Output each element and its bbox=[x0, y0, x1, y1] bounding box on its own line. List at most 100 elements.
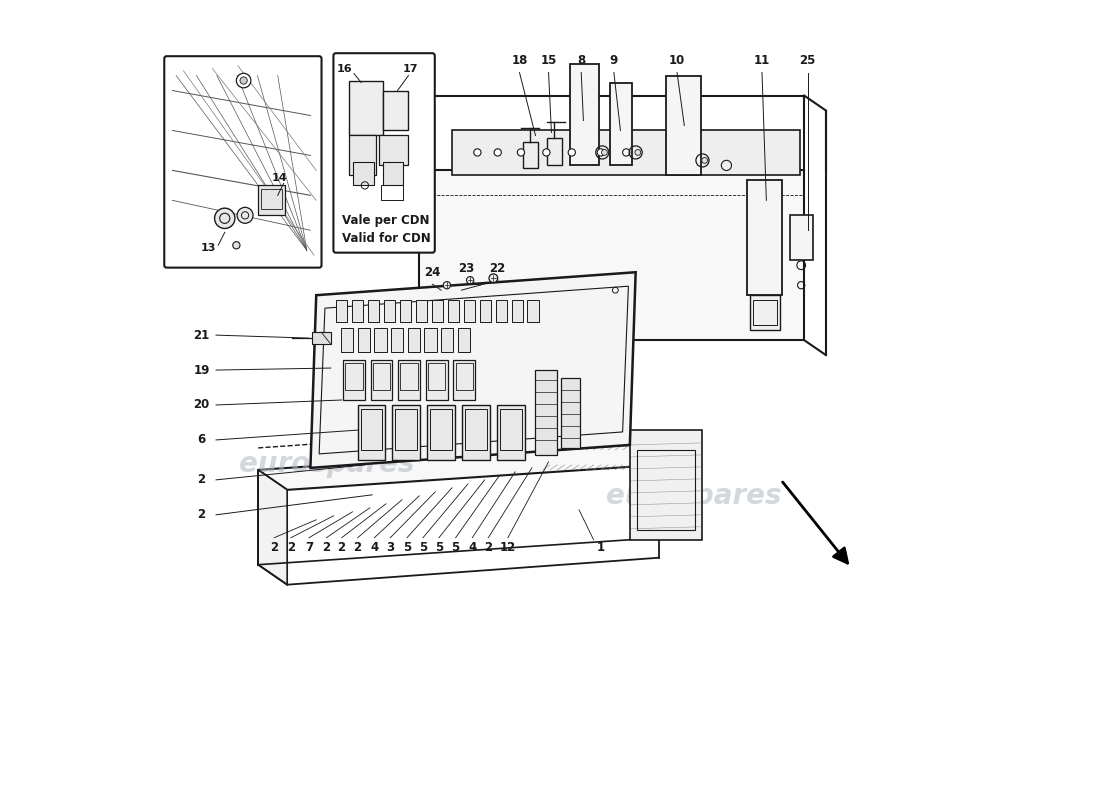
Text: 2: 2 bbox=[271, 542, 278, 554]
Circle shape bbox=[635, 150, 641, 155]
Text: 23: 23 bbox=[459, 262, 474, 274]
Circle shape bbox=[214, 208, 235, 229]
Text: 21: 21 bbox=[194, 329, 210, 342]
Text: 5: 5 bbox=[451, 542, 460, 554]
Circle shape bbox=[233, 242, 240, 249]
Bar bbox=[383, 162, 404, 186]
Text: 25: 25 bbox=[800, 54, 816, 67]
Text: 12: 12 bbox=[499, 542, 516, 554]
Text: eurospares: eurospares bbox=[606, 482, 781, 510]
Bar bbox=[349, 81, 383, 135]
Bar bbox=[393, 405, 420, 460]
Bar bbox=[400, 363, 418, 390]
Bar bbox=[547, 138, 562, 166]
Polygon shape bbox=[258, 445, 659, 490]
Circle shape bbox=[474, 149, 481, 156]
Bar bbox=[374, 328, 386, 352]
Circle shape bbox=[466, 277, 474, 284]
Bar bbox=[637, 450, 695, 530]
Text: 1: 1 bbox=[597, 542, 605, 554]
Polygon shape bbox=[310, 272, 636, 468]
Bar bbox=[528, 300, 539, 322]
Circle shape bbox=[494, 149, 502, 156]
Bar bbox=[390, 328, 404, 352]
Bar bbox=[524, 142, 538, 169]
Bar bbox=[425, 328, 437, 352]
Circle shape bbox=[517, 149, 525, 156]
Text: 19: 19 bbox=[194, 363, 210, 377]
Bar bbox=[499, 409, 521, 450]
Text: 24: 24 bbox=[425, 266, 441, 278]
Circle shape bbox=[597, 149, 605, 156]
Text: 8: 8 bbox=[578, 54, 585, 67]
FancyBboxPatch shape bbox=[164, 56, 321, 268]
Bar bbox=[358, 405, 385, 460]
Bar bbox=[258, 186, 285, 215]
Text: 7: 7 bbox=[305, 542, 314, 554]
Circle shape bbox=[542, 149, 550, 156]
Bar bbox=[395, 409, 417, 450]
Text: 6: 6 bbox=[197, 434, 206, 446]
Bar bbox=[610, 82, 632, 166]
Circle shape bbox=[490, 274, 497, 282]
Bar bbox=[790, 215, 813, 260]
Bar bbox=[458, 328, 470, 352]
Text: Valid for CDN: Valid for CDN bbox=[342, 232, 430, 245]
Bar bbox=[441, 328, 453, 352]
Bar bbox=[361, 409, 383, 450]
Bar bbox=[453, 360, 475, 400]
Text: Vale per CDN: Vale per CDN bbox=[342, 214, 429, 227]
Bar bbox=[448, 300, 459, 322]
Bar bbox=[536, 370, 558, 455]
Bar bbox=[416, 300, 427, 322]
Bar bbox=[312, 332, 331, 344]
Text: 20: 20 bbox=[194, 398, 210, 411]
Circle shape bbox=[236, 74, 251, 88]
Text: 17: 17 bbox=[403, 63, 418, 74]
Bar bbox=[463, 300, 475, 322]
Bar bbox=[480, 300, 492, 322]
Text: 4: 4 bbox=[469, 542, 476, 554]
Bar bbox=[367, 300, 380, 322]
Text: 5: 5 bbox=[434, 542, 443, 554]
Text: 5: 5 bbox=[403, 542, 411, 554]
Bar bbox=[426, 360, 448, 400]
Text: 13: 13 bbox=[201, 243, 217, 254]
FancyBboxPatch shape bbox=[333, 54, 435, 253]
Bar bbox=[431, 300, 443, 322]
Bar bbox=[352, 162, 374, 186]
Text: 5: 5 bbox=[419, 542, 427, 554]
Bar bbox=[398, 360, 420, 400]
Text: 2: 2 bbox=[198, 474, 206, 486]
Bar bbox=[630, 430, 703, 540]
Text: 2: 2 bbox=[287, 542, 295, 554]
Text: 4: 4 bbox=[371, 542, 378, 554]
Bar bbox=[465, 409, 487, 450]
Text: 2: 2 bbox=[198, 508, 206, 522]
Circle shape bbox=[443, 282, 451, 289]
Bar bbox=[748, 180, 782, 295]
Text: 10: 10 bbox=[669, 54, 685, 67]
Text: 2: 2 bbox=[484, 542, 493, 554]
Text: 14: 14 bbox=[272, 174, 288, 183]
Bar bbox=[750, 295, 780, 330]
Circle shape bbox=[623, 149, 630, 156]
Circle shape bbox=[702, 158, 707, 163]
Text: 16: 16 bbox=[337, 63, 352, 74]
Bar bbox=[341, 328, 353, 352]
Bar bbox=[358, 328, 370, 352]
Bar bbox=[570, 63, 600, 166]
Bar bbox=[561, 378, 581, 448]
Bar bbox=[371, 360, 393, 400]
Bar bbox=[419, 170, 804, 340]
Circle shape bbox=[238, 207, 253, 223]
Bar bbox=[754, 300, 777, 325]
Bar bbox=[261, 190, 282, 210]
Bar bbox=[430, 409, 452, 450]
Bar bbox=[452, 130, 801, 175]
Bar bbox=[336, 300, 348, 322]
Bar bbox=[667, 75, 701, 175]
Text: 2: 2 bbox=[353, 542, 362, 554]
Bar bbox=[349, 135, 376, 175]
Bar bbox=[384, 300, 395, 322]
